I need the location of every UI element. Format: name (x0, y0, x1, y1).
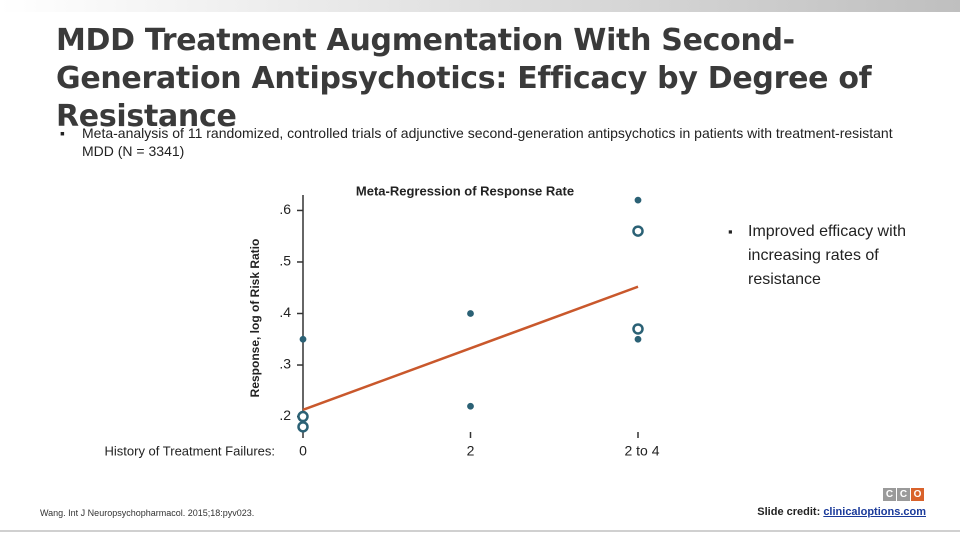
credit-link[interactable]: clinicaloptions.com (823, 506, 926, 518)
point (634, 335, 642, 343)
y-tick-label: .2 (279, 407, 291, 423)
bottom-line (0, 530, 960, 532)
credit-label: Slide credit: (757, 506, 821, 518)
point (632, 225, 644, 237)
chart-title: Meta-Regression of Response Rate (356, 183, 574, 198)
citation: Wang. Int J Neuropsychopharmacol. 2015;1… (40, 508, 255, 518)
y-tick-label: .4 (279, 304, 291, 320)
bullet: Meta-analysis of 11 randomized, controll… (60, 124, 902, 160)
logo: C C O (883, 488, 924, 501)
trend-line (302, 285, 639, 412)
point (467, 402, 474, 410)
y-tick-label: .3 (279, 356, 291, 372)
x-tick-label: 2 to 4 (624, 443, 659, 459)
point (297, 421, 309, 433)
credit: Slide credit: clinicaloptions.com (757, 506, 926, 518)
point (467, 310, 474, 317)
y-tick-label: .6 (279, 201, 291, 217)
x-axis-label: History of Treatment Failures: (105, 443, 276, 458)
logo-letter: C (883, 488, 896, 501)
side-note: Improved efficacy with increasing rates … (728, 220, 948, 292)
point (634, 196, 642, 204)
y-tick-label: .5 (279, 253, 291, 269)
slide-title: MDD Treatment Augmentation With Second-G… (56, 23, 872, 134)
x-tick-label: 2 (467, 443, 475, 459)
top-bar (0, 0, 960, 12)
x-tick-label: 0 (299, 443, 307, 459)
logo-letter: O (911, 488, 924, 501)
logo-letter: C (897, 488, 910, 501)
y-axis-label: Response, log of Risk Ratio (248, 239, 262, 398)
point (299, 335, 307, 343)
point (297, 410, 309, 423)
point (632, 323, 644, 335)
